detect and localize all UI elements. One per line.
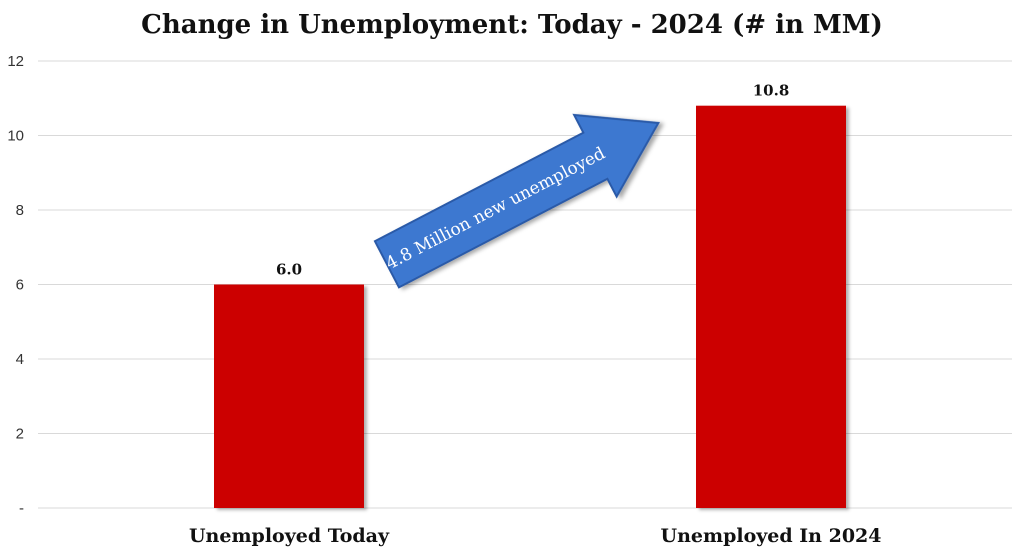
- y-tick-label: 10: [7, 128, 24, 145]
- y-tick-label: 2: [16, 426, 24, 443]
- bars: [214, 105, 846, 508]
- data-labels: 6.0 10.8: [276, 82, 789, 279]
- chart-title: Change in Unemployment: Today - 2024 (# …: [141, 10, 883, 40]
- annotation-arrow-shape: [373, 113, 661, 289]
- bar: [696, 105, 846, 508]
- y-tick-label: 8: [16, 202, 24, 219]
- annotation-label: 4.8 Million new unemployed: [383, 143, 609, 274]
- annotation-arrow: 4.8 Million new unemployed: [373, 113, 661, 289]
- y-axis-ticks: - 2 4 6 8 10 12: [7, 53, 24, 517]
- x-tick-label: Unemployed Today: [189, 525, 390, 547]
- gridlines: [38, 60, 1012, 509]
- y-tick-label: -: [19, 500, 24, 517]
- x-axis-ticks: Unemployed Today Unemployed In 2024: [189, 525, 882, 547]
- y-tick-label: 12: [7, 53, 24, 70]
- x-tick-label: Unemployed In 2024: [661, 525, 882, 547]
- bar: [214, 284, 364, 508]
- y-tick-label: 6: [16, 277, 24, 294]
- y-tick-label: 4: [16, 351, 24, 368]
- data-label: 10.8: [753, 82, 790, 100]
- data-label: 6.0: [276, 261, 302, 279]
